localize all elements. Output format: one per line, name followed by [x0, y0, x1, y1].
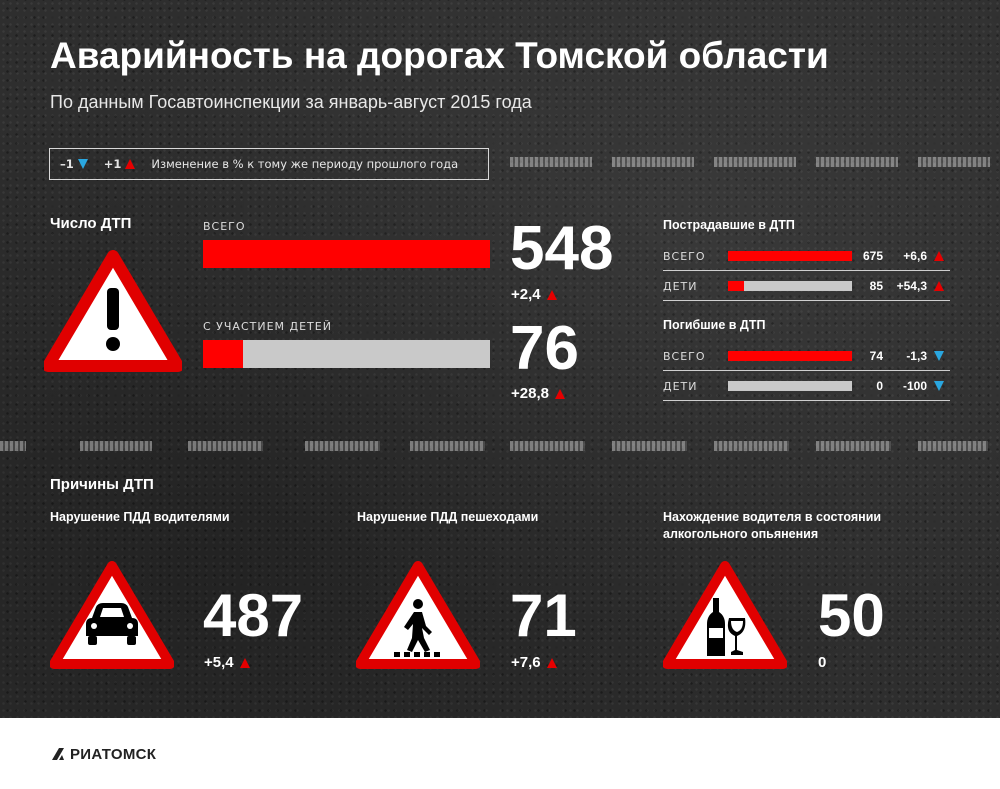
pedestrian-icon	[356, 561, 480, 669]
cause-drivers-label: Нарушение ПДД водителями	[50, 510, 230, 524]
row-change: +54,3	[896, 279, 927, 293]
children-accidents-label: С УЧАСТИЕМ ДЕТЕЙ	[203, 320, 332, 333]
road-marking	[0, 441, 26, 451]
cause-drivers-value: 487	[203, 582, 304, 649]
row-label: ВСЕГО	[663, 250, 706, 263]
row-label: ДЕТИ	[663, 280, 698, 293]
road-marking	[80, 441, 152, 451]
page-subtitle: По данным Госавтоинспекции за январь-авг…	[50, 92, 532, 112]
triangle-up-icon	[239, 657, 250, 668]
row-bar	[728, 251, 852, 261]
legend-down: –1	[60, 157, 88, 171]
row-bar	[728, 281, 852, 291]
cause-pedestrians-label: Нарушение ПДД пешеходами	[357, 510, 539, 524]
road-marking	[510, 157, 592, 167]
row-bar	[728, 381, 852, 391]
total-accidents-change-value: +2,4	[511, 286, 541, 303]
road-marking	[612, 441, 687, 451]
footer	[0, 718, 1000, 789]
injured-row-children: ДЕТИ 85 +54,3	[663, 271, 950, 301]
children-accidents-bar-fill	[203, 340, 243, 368]
causes-title: Причины ДТП	[50, 476, 154, 493]
legend-text: Изменение в % к тому же периоду прошлого…	[151, 157, 459, 171]
triangle-up-icon	[125, 159, 136, 169]
triangle-up-icon	[934, 281, 944, 291]
row-label: ДЕТИ	[663, 380, 698, 393]
road-marking	[918, 441, 988, 451]
road-marking	[188, 441, 263, 451]
killed-row-children: ДЕТИ 0 -100	[663, 371, 950, 401]
children-accidents-value: 76	[510, 314, 579, 383]
total-accidents-value: 548	[510, 214, 614, 283]
road-marking	[714, 157, 796, 167]
road-marking	[816, 157, 898, 167]
cause-pedestrians-change-value: +7,6	[511, 654, 541, 671]
killed-row-total: ВСЕГО 74 -1,3	[663, 341, 950, 371]
cause-alcohol-value: 50	[818, 582, 885, 649]
total-accidents-bar-fill	[203, 240, 490, 268]
children-accidents-bar	[203, 340, 490, 368]
row-value: 0	[876, 379, 883, 393]
triangle-down-icon	[77, 159, 88, 169]
road-marking	[918, 157, 990, 167]
row-value: 675	[862, 249, 883, 263]
injured-title: Пострадавшие в ДТП	[663, 218, 795, 232]
row-change: -1,3	[906, 349, 927, 363]
children-accidents-change: +28,8	[511, 385, 565, 402]
triangle-up-icon	[546, 657, 557, 668]
cause-alcohol-change-value: 0	[818, 654, 827, 671]
page-title: Аварийность на дорогах Томской области	[50, 35, 829, 76]
total-accidents-change: +2,4	[511, 286, 557, 303]
triangle-up-icon	[554, 388, 565, 399]
legend-up-label: +1	[103, 157, 122, 171]
road-marking	[714, 441, 789, 451]
killed-title: Погибшие в ДТП	[663, 318, 766, 332]
road-marking	[305, 441, 380, 451]
row-change: +6,6	[903, 249, 927, 263]
triangle-down-icon	[934, 381, 944, 391]
row-label: ВСЕГО	[663, 350, 706, 363]
cause-drivers-change: +5,4	[204, 654, 250, 671]
triangle-up-icon	[546, 289, 557, 300]
accidents-title: Число ДТП	[50, 215, 132, 232]
alcohol-icon	[663, 561, 787, 669]
car-icon	[50, 561, 174, 669]
row-value: 85	[869, 279, 883, 293]
cause-pedestrians-change: +7,6	[511, 654, 557, 671]
cause-alcohol-label: Нахождение водителя в состоянии алкоголь…	[663, 510, 882, 541]
road-marking	[816, 441, 891, 451]
legend: –1 +1 Изменение в % к тому же периоду пр…	[49, 148, 489, 180]
children-accidents-change-value: +28,8	[511, 385, 549, 402]
cause-pedestrians-value: 71	[510, 582, 577, 649]
logo-mark-icon	[52, 748, 64, 760]
legend-down-label: –1	[60, 157, 74, 171]
road-marking	[510, 441, 585, 451]
triangle-up-icon	[934, 251, 944, 261]
total-accidents-bar	[203, 240, 490, 268]
row-bar-fill	[728, 351, 852, 361]
row-change: -100	[902, 379, 927, 393]
row-bar	[728, 351, 852, 361]
triangle-down-icon	[934, 351, 944, 361]
injured-row-total: ВСЕГО 675 +6,6	[663, 241, 950, 271]
total-accidents-label: ВСЕГО	[203, 220, 246, 233]
cause-alcohol-change: 0	[818, 654, 826, 671]
road-marking	[410, 441, 485, 451]
row-bar-fill	[728, 281, 744, 291]
logo-text: РИАТОМСК	[70, 745, 157, 763]
cause-drivers-change-value: +5,4	[204, 654, 234, 671]
road-marking	[612, 157, 694, 167]
logo[interactable]: РИАТОМСК	[50, 745, 156, 763]
row-bar-fill	[728, 251, 852, 261]
row-value: 74	[869, 349, 883, 363]
legend-up: +1	[104, 157, 136, 171]
warning-sign-icon	[44, 250, 182, 372]
